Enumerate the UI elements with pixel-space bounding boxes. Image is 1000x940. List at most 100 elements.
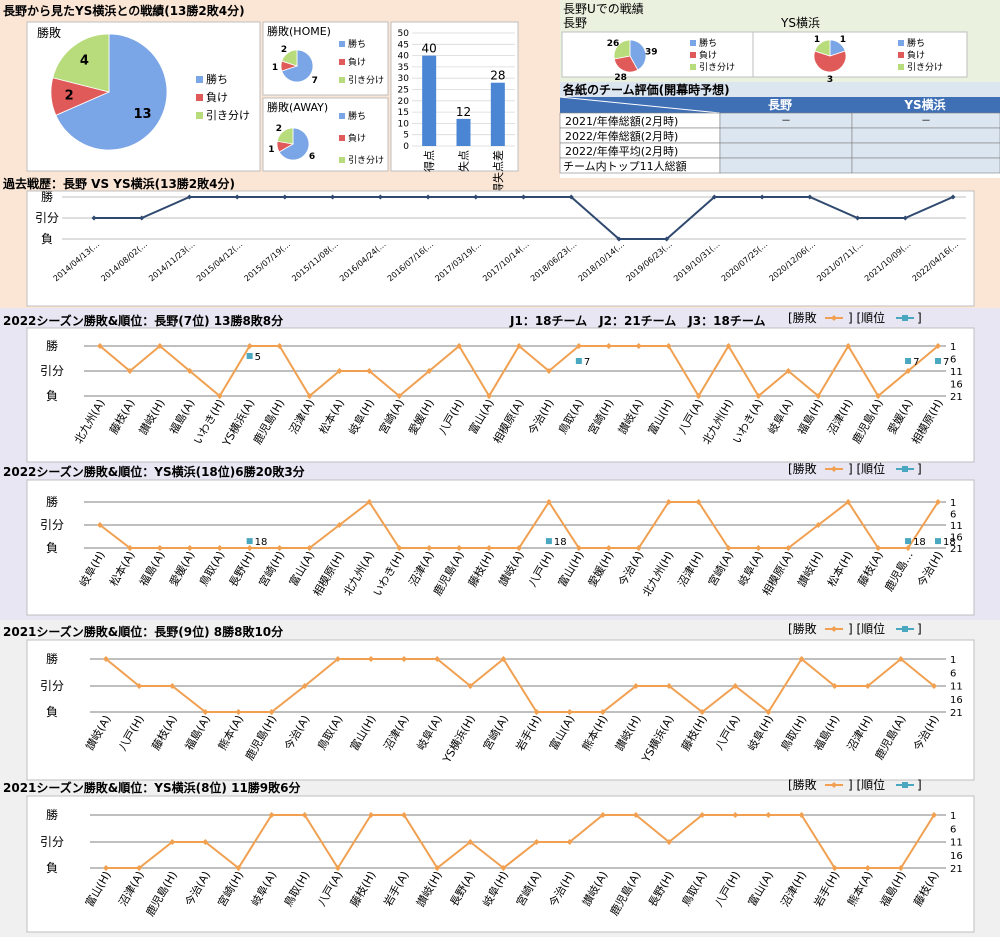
- result-point: [516, 545, 522, 551]
- pie-value-label: 28: [614, 73, 627, 83]
- legend-label: 引き分け: [907, 62, 943, 73]
- result-point: [306, 393, 313, 399]
- result-point: [202, 709, 209, 715]
- result-point: [845, 343, 852, 349]
- result-point: [632, 812, 639, 818]
- chart-title: 2021シーズン勝敗&順位：長野(9位) 8勝8敗10分: [3, 624, 283, 639]
- result-point: [434, 865, 441, 871]
- result-point: [905, 368, 912, 374]
- result-point: [456, 343, 463, 349]
- bar-y-tick: 45: [398, 40, 409, 50]
- rank-point: [246, 538, 253, 545]
- result-point: [216, 393, 223, 399]
- y-category-label: 勝: [41, 189, 53, 204]
- result-point: [725, 343, 732, 349]
- pie-slice-draw: [613, 39, 631, 60]
- rank-point: [545, 538, 552, 545]
- result-point: [301, 683, 308, 689]
- bar-y-tick: 0: [403, 142, 409, 152]
- legend-label: 勝ち: [348, 38, 366, 50]
- result-point: [545, 368, 552, 374]
- bar-data-label: 12: [456, 105, 471, 119]
- result-point: [935, 499, 941, 505]
- pie-slice-win: [55, 33, 168, 151]
- y-category-label: 負: [41, 232, 53, 246]
- bar-y-tick: 50: [398, 29, 410, 39]
- y2-tick-label: 6: [950, 355, 956, 366]
- y2-tick-label: 21: [950, 544, 963, 555]
- plot-area: [26, 190, 975, 307]
- bar-y-tick: 40: [398, 52, 410, 62]
- result-point: [575, 545, 582, 551]
- rank-label: 18: [554, 537, 567, 548]
- result-point: [798, 656, 805, 662]
- result-point: [366, 499, 373, 505]
- legend-text: ]: [917, 462, 922, 476]
- result-point: [186, 194, 192, 200]
- legend-label: 勝ち: [699, 37, 717, 49]
- bar-y-tick: 10: [398, 119, 410, 129]
- y-category-label: 勝: [46, 338, 58, 353]
- y-category-label: 負: [46, 705, 58, 719]
- rank-point: [905, 538, 912, 545]
- rank-point: [935, 358, 941, 364]
- pie-value-label: 3: [827, 75, 833, 85]
- legend-text: ] [順位: [848, 310, 885, 325]
- y2-tick-label: 1: [950, 342, 956, 353]
- home-pie-title: 勝敗(HOME): [267, 24, 331, 38]
- result-point: [336, 522, 343, 528]
- result-point: [467, 683, 474, 689]
- result-point: [545, 499, 552, 505]
- result-point: [815, 522, 822, 528]
- result-point: [666, 839, 673, 845]
- result-line: [105, 657, 935, 714]
- legend-swatch: [196, 76, 203, 83]
- result-point: [695, 499, 702, 505]
- big-pie-title: 勝敗: [37, 25, 61, 40]
- result-point: [665, 343, 672, 349]
- result-point: [935, 343, 941, 349]
- legend-text: [勝敗: [788, 777, 817, 792]
- y-category-label: 引分: [40, 364, 64, 378]
- result-point: [97, 343, 103, 349]
- result-point: [533, 709, 540, 715]
- legend-marker: [902, 626, 908, 632]
- result-point: [401, 812, 408, 818]
- result-point: [732, 812, 739, 818]
- result-point: [798, 812, 805, 818]
- result-line: [106, 814, 935, 870]
- legend-swatch: [690, 52, 696, 58]
- legend-label: 負け: [348, 132, 366, 144]
- chart-title: 2021シーズン勝敗&順位：YS横浜(8位) 11勝9敗6分: [3, 780, 301, 795]
- pie-slice-draw: [276, 127, 294, 145]
- rank-point: [575, 358, 582, 364]
- plot-area: [26, 639, 975, 781]
- result-point: [334, 656, 341, 662]
- eval-row-label: 2022/年俸総額(2月時): [565, 129, 678, 143]
- result-point: [566, 839, 573, 845]
- rank-label: 7: [943, 357, 949, 368]
- nagano-u-right-box: [752, 31, 968, 78]
- rank-label: 18: [943, 537, 956, 548]
- bar-得点: [422, 55, 437, 146]
- result-point: [566, 709, 573, 715]
- result-point: [268, 709, 275, 715]
- y-category-label: 勝: [46, 494, 58, 509]
- eval-row-cell-b: [851, 142, 1000, 159]
- result-point: [139, 215, 145, 221]
- result-point: [785, 545, 792, 551]
- top-right-left-label: 長野: [563, 16, 587, 30]
- result-point: [616, 236, 622, 242]
- result-point: [765, 812, 772, 818]
- rank-label: 5: [255, 352, 261, 363]
- result-point: [396, 545, 403, 551]
- result-point: [156, 343, 163, 349]
- result-point: [202, 839, 209, 845]
- legend-label: 引き分け: [206, 108, 250, 122]
- bar-y-tick: 30: [398, 74, 410, 84]
- y-category-label: 勝: [46, 651, 58, 666]
- legend-swatch: [339, 113, 345, 119]
- result-point: [500, 865, 507, 871]
- pie-value-label: 1: [272, 63, 278, 73]
- pie-slice-loss: [813, 50, 847, 73]
